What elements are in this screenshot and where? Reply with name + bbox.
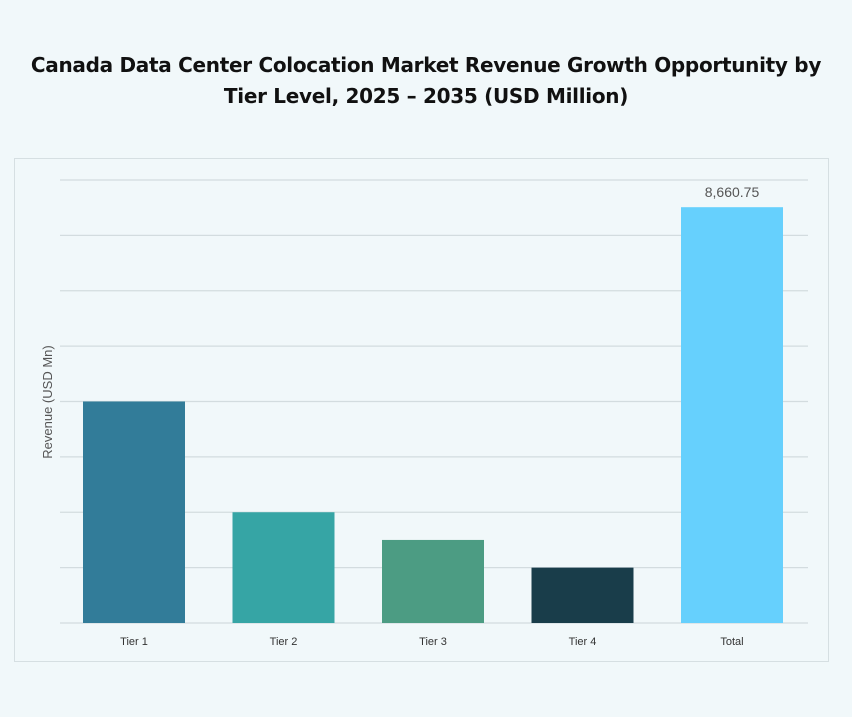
y-axis-label: Revenue (USD Mn): [40, 345, 55, 458]
chart-title-line-1: Canada Data Center Colocation Market Rev…: [30, 53, 822, 77]
x-tick-label: Total: [720, 636, 743, 648]
bar-tier-1: [83, 401, 185, 623]
chart-title: Canada Data Center Colocation Market Rev…: [0, 50, 852, 112]
data-label: 8,660.75: [705, 184, 760, 200]
x-tick-label: Tier 3: [419, 636, 447, 648]
x-tick-label: Tier 1: [120, 636, 148, 648]
x-tick-label: Tier 4: [569, 636, 597, 648]
bars: [83, 207, 783, 623]
chart-title-line-2: Tier Level, 2025 – 2035 (USD Million): [223, 84, 629, 108]
x-tick-label: Tier 2: [270, 636, 298, 648]
bar-tier-4: [531, 567, 634, 623]
bar-total: [681, 207, 783, 623]
bar-tier-3: [382, 539, 484, 623]
labels: Tier 1 Tier 2 Tier 3 Tier 4 Total 8,660.75: [120, 184, 759, 648]
bar-tier-2: [232, 512, 335, 623]
